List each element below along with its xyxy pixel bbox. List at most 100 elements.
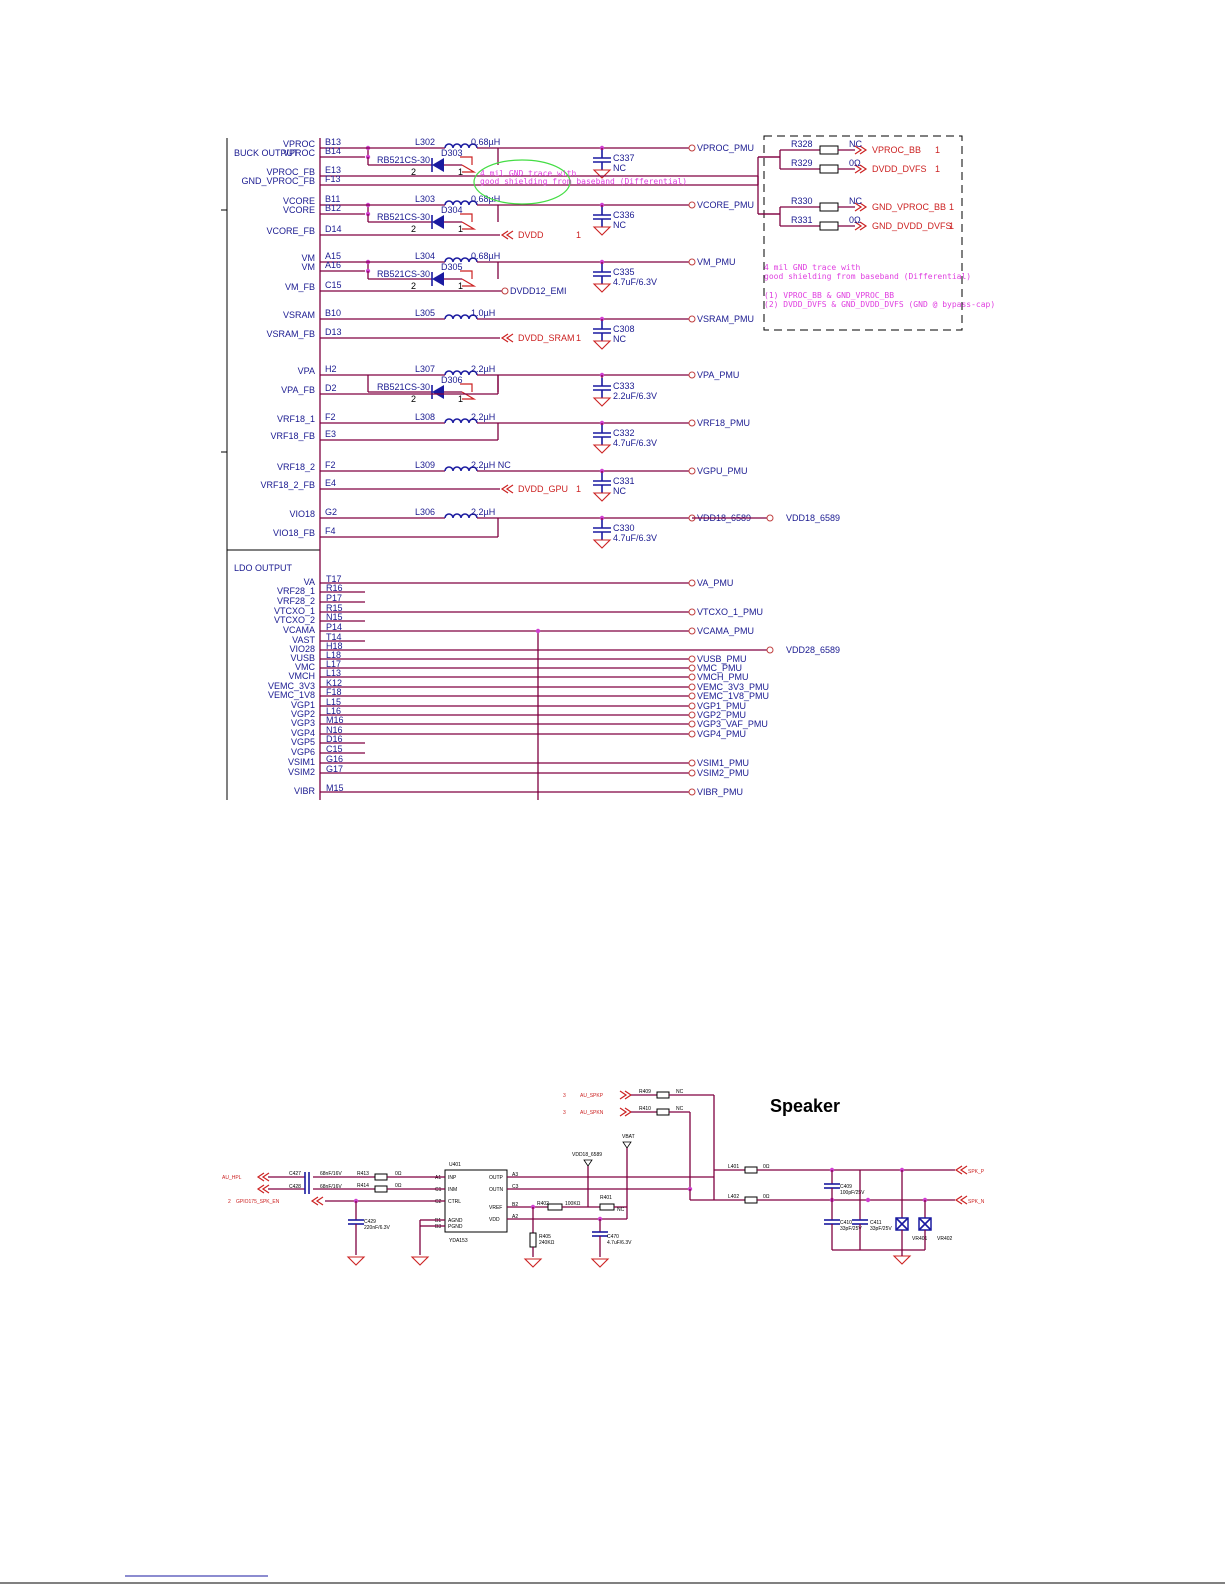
diode-ground-symbol bbox=[460, 270, 477, 287]
pin-name: VCORE bbox=[283, 196, 315, 206]
net-port bbox=[688, 627, 696, 635]
ldo-pin-name: VMC bbox=[295, 662, 316, 672]
ldo-pin-number: P17 bbox=[326, 593, 342, 603]
chevron bbox=[619, 1090, 628, 1100]
junction-dot bbox=[865, 1197, 871, 1203]
pin-number: B12 bbox=[325, 203, 341, 213]
ldo-pin-number: H18 bbox=[326, 641, 343, 651]
ldo-pin-number: R16 bbox=[326, 583, 343, 593]
ldo-pin-name: VTCXO_2 bbox=[274, 615, 315, 625]
inductor-ref: L305 bbox=[415, 308, 435, 318]
capacitor-symbol bbox=[592, 264, 612, 293]
ldo-pin-name: VGP3 bbox=[291, 718, 315, 728]
inductor-symbol bbox=[444, 418, 478, 424]
pin-number: E3 bbox=[325, 429, 336, 439]
pin-name: VPA bbox=[298, 366, 315, 376]
inductor-value: 0.68µH bbox=[471, 194, 500, 204]
offpage-connector-icon bbox=[500, 484, 514, 494]
r413-symbol bbox=[374, 1173, 388, 1181]
pmic-output-schematic: BUCK OUTPUT LDO OUTPUT VPROC B13 VPROC B14 VPR… bbox=[221, 135, 995, 800]
pin-name: VSRAM bbox=[283, 310, 315, 320]
net-port bbox=[688, 692, 696, 700]
ldo-pin-name: VSIM1 bbox=[288, 757, 315, 767]
inductor-value: 0.68µH bbox=[471, 137, 500, 147]
resistor-value: NC bbox=[849, 139, 862, 149]
ldo-pin-name: VAST bbox=[292, 635, 315, 645]
ldo-pin-name: VTCXO_1 bbox=[274, 606, 315, 616]
r414-ref: R414 bbox=[357, 1183, 369, 1189]
diode-triangle bbox=[432, 215, 444, 229]
supply-arrow bbox=[622, 1141, 632, 1149]
diode-pin: 2 bbox=[411, 167, 416, 177]
c427-ref: C427 bbox=[289, 1171, 301, 1177]
vdd18-label: VDD18_6589 bbox=[786, 513, 840, 523]
offpage-connector-icon bbox=[500, 230, 514, 240]
diode-pin: 1 bbox=[458, 394, 463, 404]
spk-n-label: SPK_N bbox=[968, 1199, 985, 1205]
chevron bbox=[261, 1184, 270, 1194]
ldo-pin-number: M15 bbox=[326, 783, 344, 793]
chevron bbox=[500, 230, 509, 240]
pin-name: VPA_FB bbox=[281, 385, 315, 395]
ground-icon bbox=[590, 1258, 610, 1268]
ldo-pin-number: L17 bbox=[326, 659, 341, 669]
l402-value: 0Ω bbox=[763, 1194, 770, 1200]
net-port bbox=[688, 467, 696, 475]
cap-value: NC bbox=[613, 163, 626, 173]
feedback-resistor-r328: R328 NC VPROC_BB 1 bbox=[758, 139, 940, 158]
pin-number: H2 bbox=[325, 364, 337, 374]
ldo-net-label: VMCH_PMU bbox=[697, 672, 749, 682]
ldo-pin-number: N16 bbox=[326, 725, 343, 735]
speaker-schematic: Speaker U401 YDA153 A1 INP C1 INM C2 CTRL B1 AGND B… bbox=[222, 1089, 985, 1268]
ldo-output-header: LDO OUTPUT bbox=[234, 563, 293, 573]
capacitor-symbol bbox=[592, 378, 612, 407]
ic-pin-name: PGND bbox=[448, 1224, 463, 1230]
speaker-title: Speaker bbox=[770, 1096, 840, 1116]
c409-ref: C409 bbox=[840, 1184, 852, 1190]
ldo-pin-name: VSIM2 bbox=[288, 767, 315, 777]
offpage-connector-icon bbox=[310, 1196, 324, 1206]
r410-ref: R410 bbox=[639, 1106, 651, 1112]
r413-ref: R413 bbox=[357, 1171, 369, 1177]
ldo-pin-number: N15 bbox=[326, 612, 343, 622]
inductor-ref: L309 bbox=[415, 460, 435, 470]
net-port bbox=[688, 711, 696, 719]
ldo-pin-name: VRF28_1 bbox=[277, 586, 315, 596]
chevron bbox=[256, 1172, 265, 1182]
chevron bbox=[854, 164, 863, 174]
pin-number: B13 bbox=[325, 137, 341, 147]
cap-value: 4.7uF/6.3V bbox=[613, 533, 657, 543]
ground-icon bbox=[592, 226, 612, 236]
vr402-ref: VR402 bbox=[937, 1236, 953, 1242]
chevron bbox=[500, 333, 509, 343]
r402-value: 100KΩ bbox=[565, 1201, 581, 1207]
r405-value: 240KΩ bbox=[539, 1240, 555, 1246]
ldo-pin-name: VGP4 bbox=[291, 728, 315, 738]
diode-ref: D306 bbox=[441, 375, 463, 385]
inductor-ref: L302 bbox=[415, 137, 435, 147]
inductor-symbol bbox=[444, 143, 478, 149]
net-port bbox=[766, 514, 774, 522]
diode-ground-symbol bbox=[460, 213, 477, 230]
pin-number: B10 bbox=[325, 308, 341, 318]
net-port bbox=[688, 579, 696, 587]
l401-symbol bbox=[744, 1166, 758, 1174]
green-note-line: 4 mil GND trace with bbox=[480, 169, 577, 178]
ic-pin-number: C2 bbox=[435, 1199, 442, 1205]
ic-pin-number: C1 bbox=[435, 1187, 442, 1193]
annotation-ellipse bbox=[473, 159, 571, 205]
pin-number: F2 bbox=[325, 460, 336, 470]
ground-icon bbox=[592, 444, 612, 454]
ldo-pin-name: VGP6 bbox=[291, 747, 315, 757]
pin-number: E13 bbox=[325, 165, 341, 175]
pin-number: E4 bbox=[325, 478, 336, 488]
r401-ref: R401 bbox=[600, 1195, 612, 1201]
ldo-pin-number: L16 bbox=[326, 706, 341, 716]
ic-pin-number: B1 bbox=[435, 1218, 441, 1224]
box-net-label: VPROC_BB bbox=[872, 145, 921, 155]
cap-ref: C336 bbox=[613, 210, 635, 220]
ldo-pin-number: L13 bbox=[326, 668, 341, 678]
offpage-connector-icon bbox=[954, 1165, 968, 1175]
pin-number: D2 bbox=[325, 383, 337, 393]
